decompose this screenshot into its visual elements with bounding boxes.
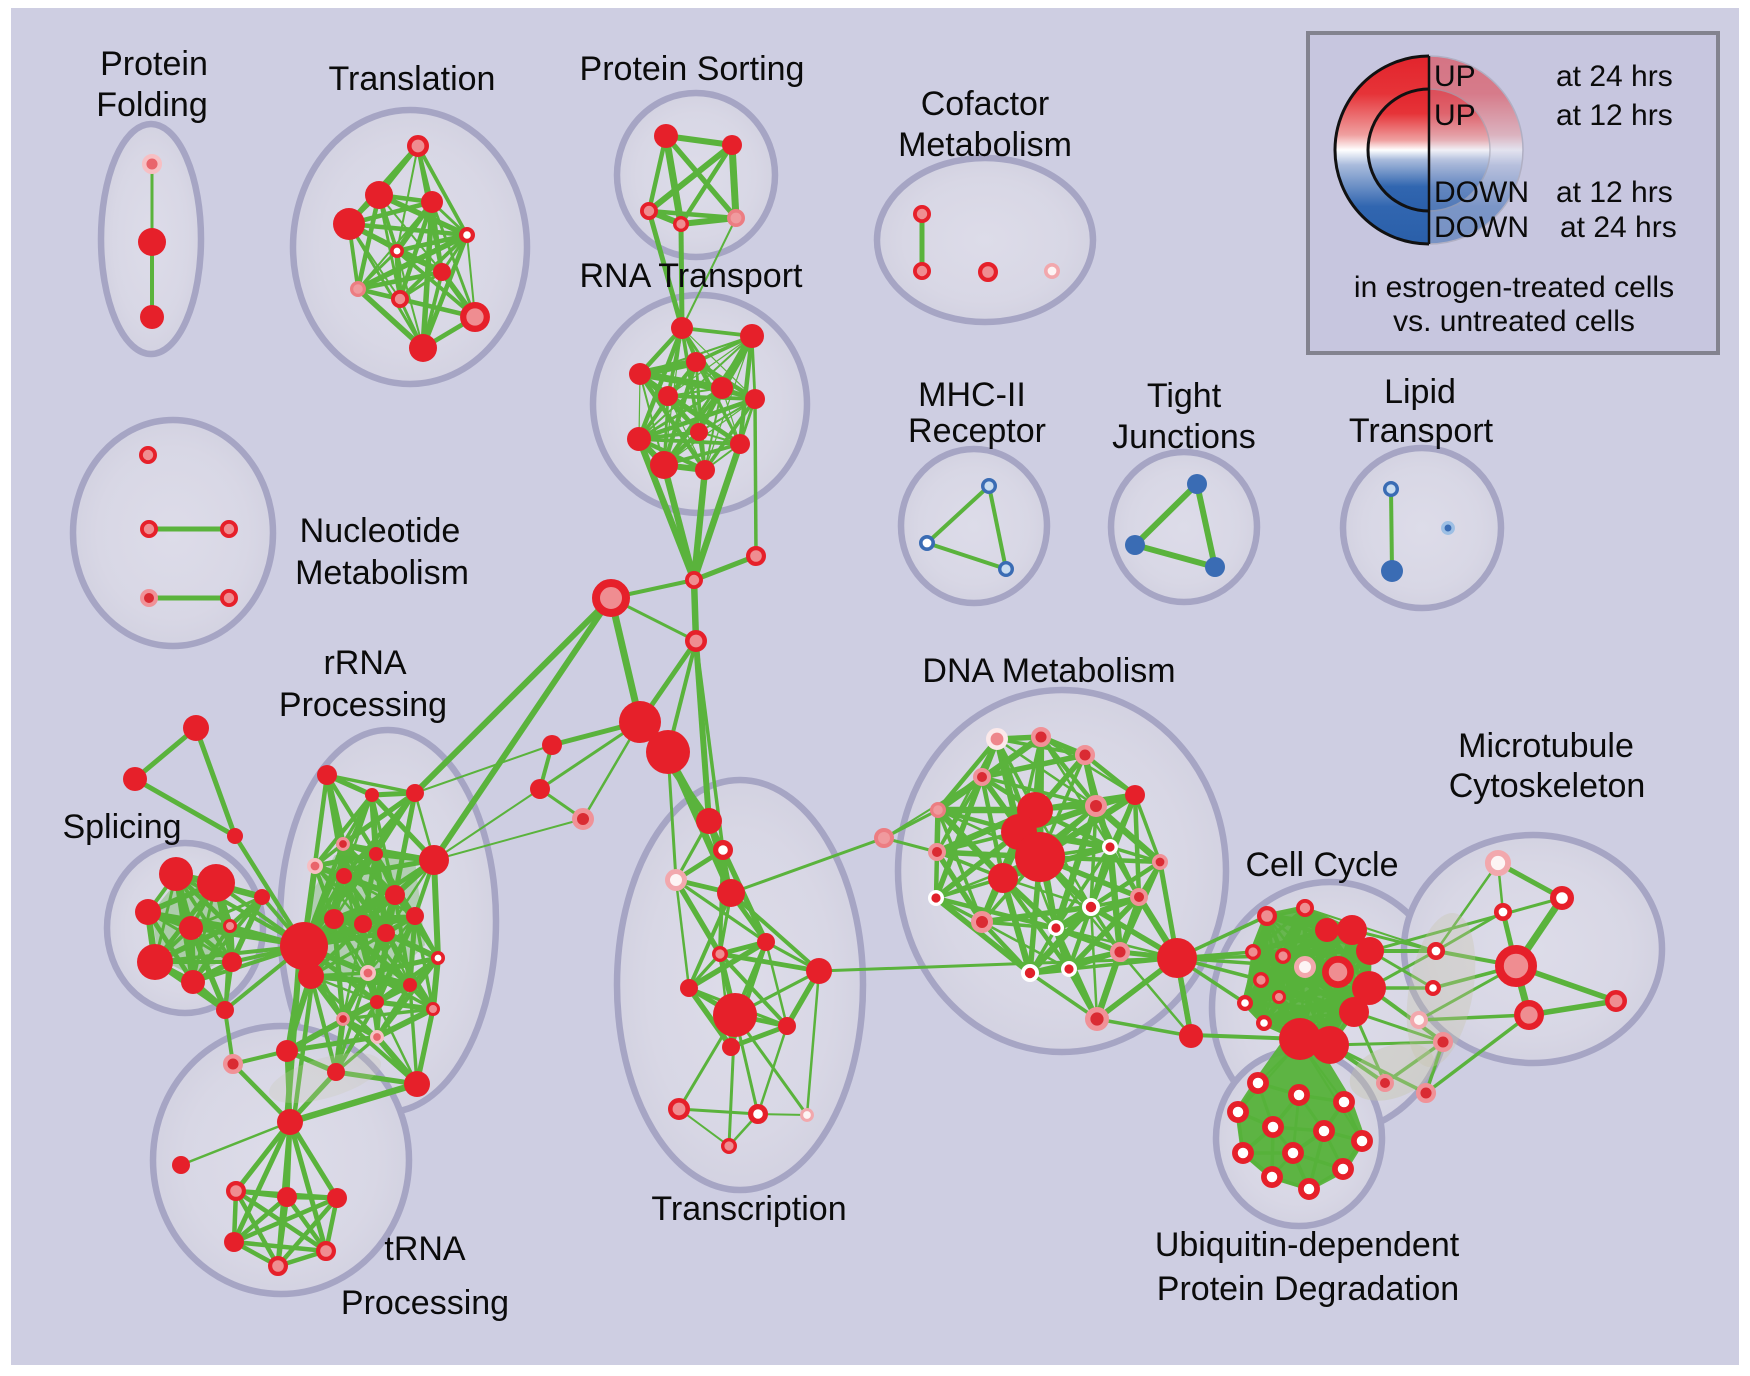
svg-text:Transcription: Transcription	[651, 1190, 846, 1228]
svg-text:at 24 hrs: at 24 hrs	[1556, 60, 1673, 93]
svg-text:in estrogen-treated cells: in estrogen-treated cells	[1354, 271, 1674, 304]
svg-text:vs. untreated cells: vs. untreated cells	[1393, 305, 1635, 338]
svg-text:Processing: Processing	[279, 686, 447, 724]
svg-text:RNA Transport: RNA Transport	[580, 257, 804, 295]
svg-text:Folding: Folding	[96, 86, 208, 124]
svg-text:MHC-II: MHC-II	[918, 376, 1026, 414]
svg-text:Processing: Processing	[341, 1284, 509, 1322]
svg-text:Metabolism: Metabolism	[898, 126, 1072, 164]
svg-text:Translation: Translation	[329, 60, 496, 98]
svg-text:Receptor: Receptor	[908, 412, 1046, 450]
svg-text:Protein: Protein	[100, 45, 208, 83]
svg-text:at 12 hrs: at 12 hrs	[1556, 176, 1673, 209]
svg-text:UP: UP	[1434, 99, 1476, 132]
svg-text:at 24 hrs: at 24 hrs	[1560, 211, 1677, 244]
svg-text:Cell Cycle: Cell Cycle	[1245, 846, 1398, 884]
svg-text:UP: UP	[1434, 60, 1476, 93]
svg-text:Protein Degradation: Protein Degradation	[1157, 1270, 1459, 1308]
svg-text:Cytoskeleton: Cytoskeleton	[1449, 767, 1646, 805]
svg-text:Splicing: Splicing	[62, 808, 181, 846]
svg-text:Junctions: Junctions	[1112, 418, 1256, 456]
svg-text:Metabolism: Metabolism	[295, 554, 469, 592]
svg-text:rRNA: rRNA	[323, 644, 406, 682]
svg-text:Transport: Transport	[1349, 412, 1494, 450]
svg-text:Lipid: Lipid	[1384, 373, 1456, 411]
svg-text:tRNA: tRNA	[384, 1230, 466, 1268]
svg-text:Tight: Tight	[1147, 377, 1222, 415]
svg-text:DOWN: DOWN	[1434, 176, 1529, 209]
svg-text:DNA Metabolism: DNA Metabolism	[922, 652, 1175, 690]
svg-text:Nucleotide: Nucleotide	[300, 512, 461, 550]
svg-text:at 12 hrs: at 12 hrs	[1556, 99, 1673, 132]
svg-text:Protein Sorting: Protein Sorting	[580, 50, 805, 88]
svg-text:Ubiquitin-dependent: Ubiquitin-dependent	[1155, 1226, 1460, 1264]
svg-text:Microtubule: Microtubule	[1458, 727, 1634, 765]
svg-text:Cofactor: Cofactor	[921, 85, 1050, 123]
svg-text:DOWN: DOWN	[1434, 211, 1529, 244]
